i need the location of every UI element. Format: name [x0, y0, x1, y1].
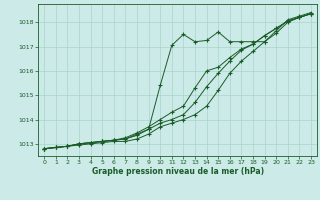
X-axis label: Graphe pression niveau de la mer (hPa): Graphe pression niveau de la mer (hPa) — [92, 167, 264, 176]
